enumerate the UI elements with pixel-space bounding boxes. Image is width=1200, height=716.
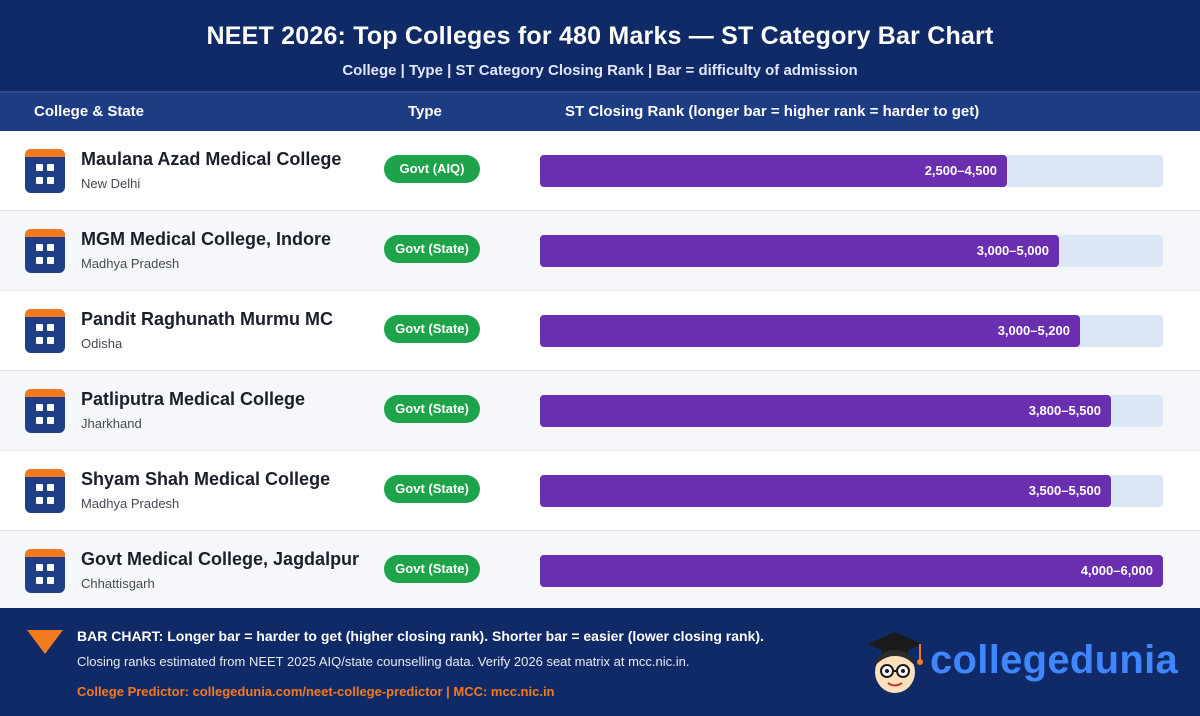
college-state: Jharkhand xyxy=(81,416,142,431)
college-row: Maulana Azad Medical College New Delhi Gov… xyxy=(0,131,1200,211)
chart-subtitle: College | Type | ST Category Closing Ran… xyxy=(342,62,858,79)
rank-bar xyxy=(540,475,1111,507)
column-header-type: Type xyxy=(408,103,442,120)
footer-source-note: Closing ranks estimated from NEET 2025 A… xyxy=(77,654,690,669)
college-building-icon xyxy=(25,389,65,433)
rank-bar-label: 3,000–5,200 xyxy=(997,323,1070,338)
college-type-badge: Govt (State) xyxy=(384,555,480,583)
college-building-icon xyxy=(25,549,65,593)
college-building-icon xyxy=(25,229,65,273)
college-row: Pandit Raghunath Murmu MC Odisha Govt (Sta… xyxy=(0,291,1200,371)
college-row: Govt Medical College, Jagdalpur Chhattisg… xyxy=(0,531,1200,611)
column-header-bar: College & State Type ST Closing Rank (lo… xyxy=(0,93,1200,131)
college-name: Patliputra Medical College xyxy=(81,389,306,409)
college-name: Govt Medical College, Jagdalpur xyxy=(81,549,360,569)
rank-bar xyxy=(540,155,1007,187)
college-state: Chhattisgarh xyxy=(81,576,155,591)
rank-bar xyxy=(540,315,1080,347)
college-row: Patliputra Medical College Jharkhand Govt … xyxy=(0,371,1200,451)
rank-bar-label: 4,000–6,000 xyxy=(1080,563,1153,578)
chart-title: NEET 2026: Top Colleges for 480 Marks — … xyxy=(206,22,994,50)
rank-bar-label: 3,500–5,500 xyxy=(1028,483,1101,498)
college-state: Odisha xyxy=(81,336,123,351)
column-header-rank: ST Closing Rank (longer bar = higher ran… xyxy=(565,103,980,120)
college-name: Shyam Shah Medical College xyxy=(81,469,331,489)
rank-bar xyxy=(540,235,1059,267)
college-state: New Delhi xyxy=(81,176,141,191)
footer-links: College Predictor: collegedunia.com/neet… xyxy=(77,684,555,699)
college-row: MGM Medical College, Indore Madhya Prades… xyxy=(0,211,1200,291)
column-header-college: College & State xyxy=(34,103,145,120)
college-type-badge: Govt (State) xyxy=(384,235,480,263)
footer-banner: BAR CHART: Longer bar = harder to get (h… xyxy=(0,608,1200,716)
rank-bar-label: 3,800–5,500 xyxy=(1028,403,1101,418)
rank-bar xyxy=(540,395,1111,427)
footer-legend-note: BAR CHART: Longer bar = harder to get (h… xyxy=(77,628,764,644)
college-building-icon xyxy=(25,149,65,193)
rank-bar-label: 2,500–4,500 xyxy=(924,163,997,178)
college-row: Shyam Shah Medical College Madhya Pradesh… xyxy=(0,451,1200,531)
college-type-badge: Govt (AIQ) xyxy=(384,155,480,183)
college-building-icon xyxy=(25,469,65,513)
college-name: MGM Medical College, Indore xyxy=(81,229,332,249)
rank-bar xyxy=(540,555,1163,587)
college-type-badge: Govt (State) xyxy=(384,315,480,343)
brand-logo: collegedunia xyxy=(930,638,1179,682)
college-type-badge: Govt (State) xyxy=(384,475,480,503)
college-type-badge: Govt (State) xyxy=(384,395,480,423)
rank-bar-label: 3,000–5,000 xyxy=(976,243,1049,258)
triangle-down-icon xyxy=(27,630,63,654)
college-building-icon xyxy=(25,309,65,353)
graduate-mascot-icon xyxy=(868,632,923,693)
header-banner: NEET 2026: Top Colleges for 480 Marks — … xyxy=(0,0,1200,93)
college-state: Madhya Pradesh xyxy=(81,256,180,271)
college-name: Pandit Raghunath Murmu MC xyxy=(81,309,333,329)
college-name: Maulana Azad Medical College xyxy=(81,149,342,169)
college-state: Madhya Pradesh xyxy=(81,496,180,511)
